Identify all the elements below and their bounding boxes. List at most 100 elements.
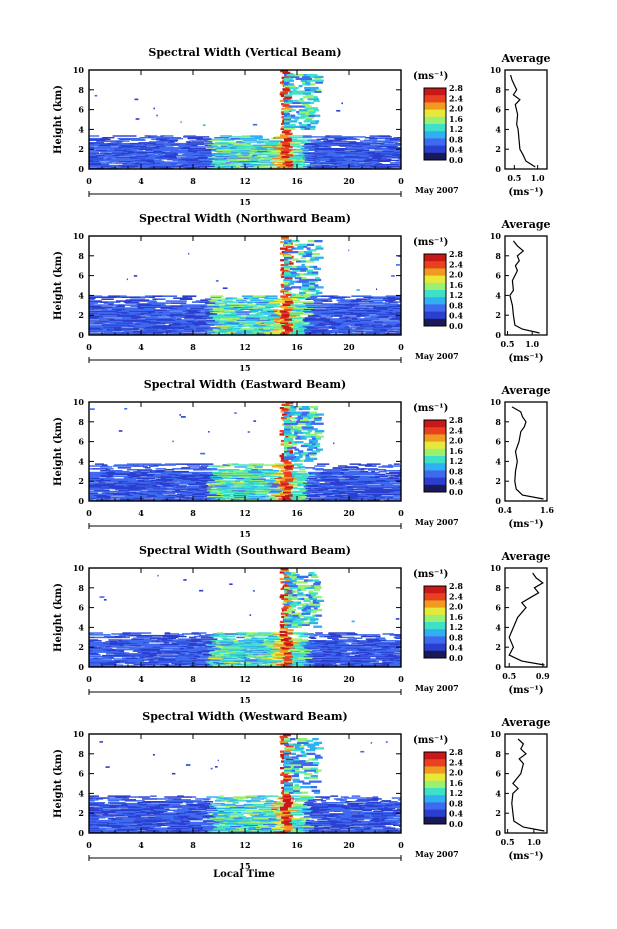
heatmap-cell	[246, 648, 257, 651]
heatmap-cell	[326, 476, 334, 478]
heatmap-cell	[155, 332, 160, 334]
heatmap-cell	[281, 315, 290, 318]
heatmap-cell	[314, 286, 324, 289]
heatmap-cell	[301, 322, 311, 324]
heatmap-cell	[248, 154, 253, 157]
heatmap-cell	[385, 152, 397, 154]
heatmap-cell	[315, 442, 321, 446]
heatmap-cell	[244, 145, 252, 147]
heatmap-cell	[133, 152, 139, 154]
heatmap-cell	[214, 165, 224, 167]
heatmap-cell	[188, 253, 190, 255]
colorbar-tick-label: 1.6	[449, 280, 463, 290]
heatmap-cell	[312, 312, 322, 314]
heatmap-cell	[229, 308, 238, 310]
heatmap-cell	[392, 154, 401, 157]
heatmap-cell	[106, 309, 117, 311]
heatmap-cell	[312, 654, 326, 657]
heatmap-cell	[92, 659, 104, 661]
heatmap-cell	[293, 475, 301, 478]
heatmap-cell	[391, 486, 401, 489]
heatmap-cell	[396, 652, 401, 654]
heatmap-cell	[136, 143, 145, 146]
heatmap-cell	[170, 313, 183, 315]
heatmap-cell	[212, 664, 227, 666]
heatmap-cell	[295, 92, 304, 95]
heatmap-cell	[392, 311, 397, 313]
heatmap-cell	[291, 154, 297, 157]
heatmap-cell	[229, 160, 240, 162]
heatmap-cell	[299, 489, 307, 492]
heatmap-cell	[254, 328, 260, 330]
heatmap-cell	[184, 308, 197, 310]
heatmap-cell	[114, 654, 119, 656]
heatmap-cell	[345, 478, 358, 480]
heatmap-cell	[125, 161, 132, 163]
heatmap-cell	[100, 662, 116, 665]
heatmap-cell	[367, 328, 373, 330]
heatmap-cell	[335, 478, 340, 480]
heatmap-cell	[332, 472, 341, 475]
heatmap-cell	[89, 303, 94, 305]
heatmap-cell	[107, 295, 117, 297]
heatmap-cell	[101, 485, 106, 487]
heatmap-cell	[338, 496, 347, 498]
heatmap-cell	[267, 660, 280, 662]
heatmap-cell	[317, 647, 323, 649]
colorbar-tick-label: 2.4	[449, 259, 463, 269]
heatmap-cell	[168, 141, 174, 143]
heatmap-cell	[347, 469, 354, 471]
heatmap-cell	[155, 494, 161, 496]
heatmap-cell	[371, 481, 384, 483]
heatmap-cell	[196, 490, 211, 493]
heatmap-cell	[180, 304, 190, 306]
heatmap-cell	[346, 137, 357, 140]
heatmap-cell	[287, 145, 303, 147]
heatmap-cell	[115, 648, 131, 651]
heatmap-cell	[316, 486, 322, 488]
heatmap-cell	[325, 164, 330, 167]
heatmap-cell	[239, 317, 247, 319]
heatmap-cell	[332, 498, 341, 500]
heatmap-cell	[337, 163, 350, 165]
average-frame	[504, 69, 548, 170]
heatmap-cell	[244, 150, 258, 152]
heatmap-cell	[188, 649, 203, 652]
heatmap-cell	[205, 305, 220, 307]
heatmap-cell	[94, 489, 106, 492]
heatmap-cell	[381, 653, 396, 655]
heatmap-cell	[124, 662, 137, 665]
heatmap-cell	[161, 161, 175, 163]
heatmap-cell	[344, 472, 360, 475]
heatmap-cell	[373, 302, 383, 304]
heatmap-cell	[305, 484, 319, 486]
heatmap-cell	[89, 475, 102, 478]
heatmap-cell	[235, 480, 240, 482]
heatmap-cell	[311, 437, 317, 440]
heatmap-cell	[355, 324, 364, 326]
panel-title: Spectral Width (Northward Beam)	[139, 212, 351, 225]
heatmap-cell	[298, 450, 304, 453]
heatmap-cell	[191, 498, 203, 500]
heatmap-cell	[289, 482, 298, 484]
heatmap-cell	[372, 328, 387, 330]
heatmap-cell	[287, 309, 301, 311]
average-title: Average	[500, 52, 550, 65]
heatmap-cell	[388, 301, 398, 303]
heatmap-cell	[327, 331, 333, 333]
heatmap-cell	[378, 135, 391, 137]
heatmap-cell	[285, 477, 294, 481]
heatmap-cell	[150, 318, 156, 320]
heatmap-cell	[290, 422, 299, 425]
heatmap-cell	[249, 164, 265, 166]
heatmap-cell	[180, 314, 196, 316]
heatmap-cell	[168, 664, 179, 666]
heatmap-cell	[278, 309, 288, 311]
heatmap-cell	[145, 316, 158, 318]
heatmap-cell	[364, 312, 378, 314]
heatmap-cell	[131, 300, 138, 302]
heatmap-cell	[198, 318, 207, 320]
heatmap-cell	[281, 155, 290, 159]
heatmap-cell	[285, 468, 294, 471]
heatmap-cell	[382, 165, 392, 167]
